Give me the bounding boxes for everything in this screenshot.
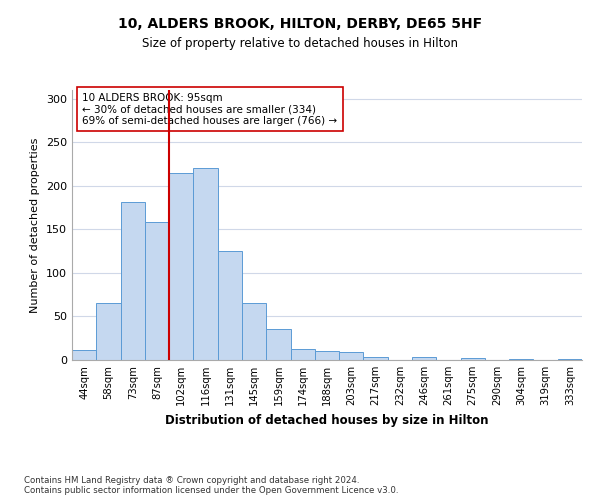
Bar [315, 352, 339, 360]
Bar [169, 172, 193, 360]
Bar [412, 358, 436, 360]
Text: Contains HM Land Registry data ® Crown copyright and database right 2024.
Contai: Contains HM Land Registry data ® Crown c… [24, 476, 398, 495]
Y-axis label: Number of detached properties: Number of detached properties [31, 138, 40, 312]
Bar [290, 348, 315, 360]
Bar [145, 222, 169, 360]
Bar [364, 356, 388, 360]
Bar [509, 359, 533, 360]
Bar [72, 350, 96, 360]
Bar [242, 304, 266, 360]
Bar [339, 352, 364, 360]
Text: 10 ALDERS BROOK: 95sqm
← 30% of detached houses are smaller (334)
69% of semi-de: 10 ALDERS BROOK: 95sqm ← 30% of detached… [82, 92, 337, 126]
Bar [266, 328, 290, 360]
Bar [461, 358, 485, 360]
Bar [218, 251, 242, 360]
Bar [121, 202, 145, 360]
Bar [193, 168, 218, 360]
Bar [558, 359, 582, 360]
Text: 10, ALDERS BROOK, HILTON, DERBY, DE65 5HF: 10, ALDERS BROOK, HILTON, DERBY, DE65 5H… [118, 18, 482, 32]
X-axis label: Distribution of detached houses by size in Hilton: Distribution of detached houses by size … [165, 414, 489, 426]
Text: Size of property relative to detached houses in Hilton: Size of property relative to detached ho… [142, 38, 458, 51]
Bar [96, 304, 121, 360]
